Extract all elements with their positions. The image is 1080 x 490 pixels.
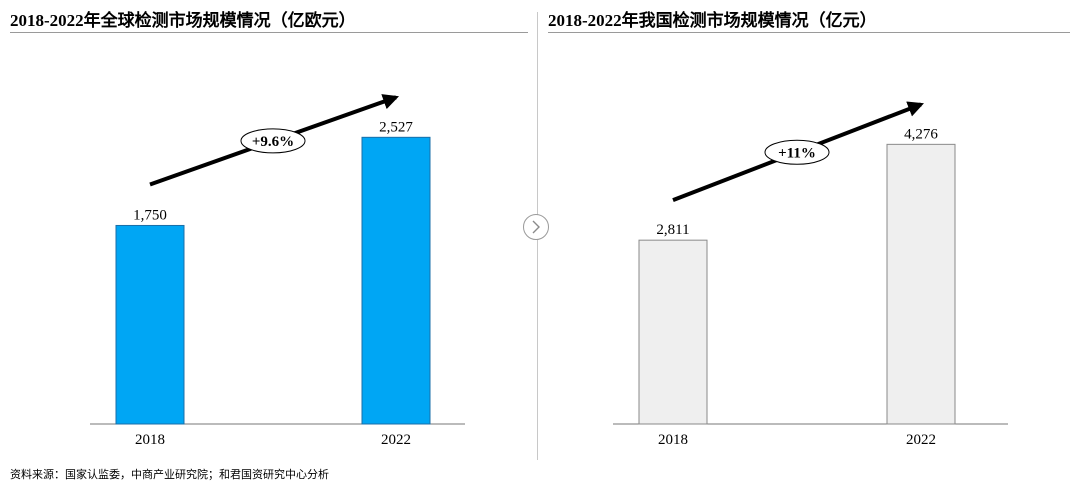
bar-2018 <box>638 239 708 425</box>
data-label-2022: 4,276 <box>904 126 938 142</box>
data-label-2022: 2,527 <box>379 119 413 135</box>
bar-2022 <box>361 136 431 425</box>
left-panel-title: 2018-2022年全球检测市场规模情况（亿欧元） <box>10 11 356 30</box>
growth-rate-label: +11% <box>778 145 816 161</box>
x-tick-2018: 2018 <box>135 432 165 448</box>
x-tick-2022: 2022 <box>906 432 936 448</box>
growth-rate-badge <box>240 128 306 154</box>
source-note: 资料来源：国家认监委，中商产业研究院；和君国资研究中心分析 <box>10 468 329 481</box>
chevron-right-icon <box>532 220 540 234</box>
growth-rate-badge <box>764 139 830 165</box>
left-title-rule <box>10 32 528 33</box>
china-market-chart: 2,811 2018 4,276 2022 +11% <box>613 101 1008 448</box>
right-title-rule <box>548 32 1070 33</box>
data-label-2018: 1,750 <box>133 207 167 223</box>
right-panel-title: 2018-2022年我国检测市场规模情况（亿元） <box>548 11 877 30</box>
growth-rate-label: +9.6% <box>252 134 294 150</box>
x-tick-2018: 2018 <box>658 432 688 448</box>
bar-2018 <box>115 224 185 425</box>
global-market-chart: 1,750 2018 2,527 2022 +9.6% <box>90 94 465 448</box>
bar-2022 <box>886 143 956 425</box>
next-button[interactable] <box>523 214 549 240</box>
x-tick-2022: 2022 <box>381 432 411 448</box>
data-label-2018: 2,811 <box>656 222 689 238</box>
